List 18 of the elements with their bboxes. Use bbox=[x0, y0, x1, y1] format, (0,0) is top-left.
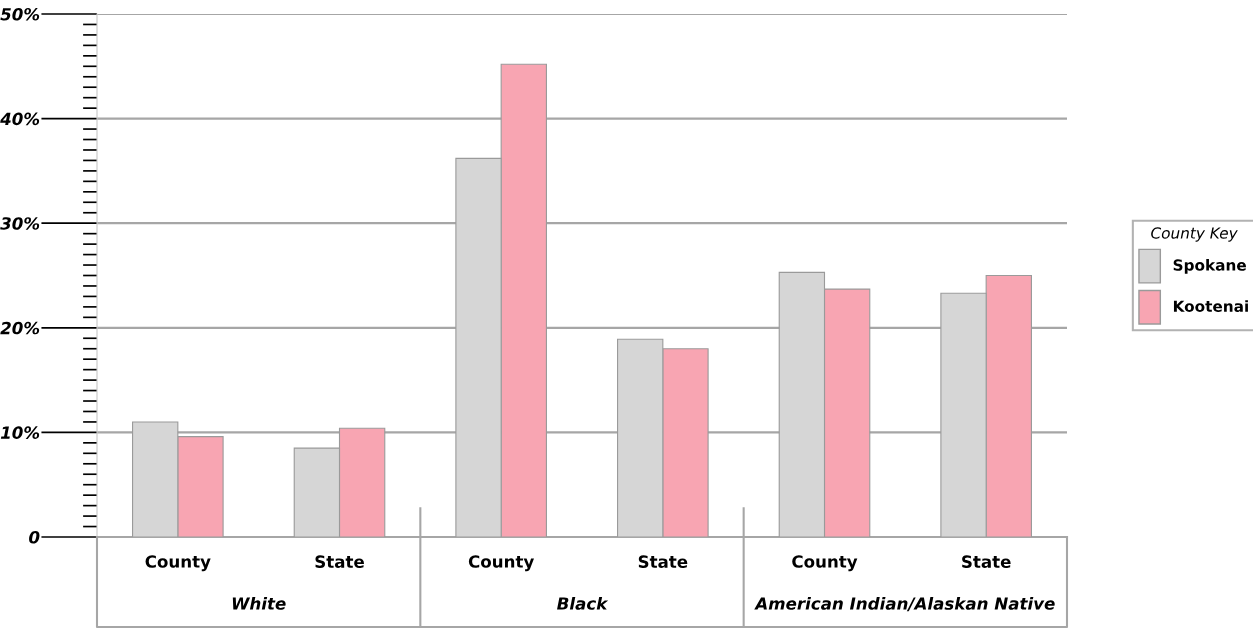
x-tick-label: State bbox=[962, 555, 1011, 568]
text: American Indian/Alaskan Native bbox=[754, 596, 1055, 612]
x-tick-label: State bbox=[638, 555, 688, 568]
y-tick-label: 50% bbox=[0, 7, 40, 21]
y-tick-label: 10% bbox=[0, 426, 40, 439]
legend-label: Spokane bbox=[1173, 258, 1246, 274]
legend-label: Kootenai bbox=[1173, 300, 1248, 312]
x-tick-label: County bbox=[145, 555, 211, 572]
x-tick-label: County bbox=[792, 555, 858, 572]
y-tick-label: 20% bbox=[0, 321, 40, 335]
text: Black bbox=[557, 596, 609, 610]
text: White bbox=[232, 596, 286, 610]
x-tick-label: State bbox=[315, 555, 364, 568]
y-tick-label: 0 bbox=[29, 530, 40, 544]
x-tick-label: County bbox=[468, 555, 534, 572]
y-tick-label: 40% bbox=[0, 112, 40, 126]
y-tick-label: 30% bbox=[0, 217, 40, 230]
legend-title: County Key bbox=[1151, 227, 1238, 242]
